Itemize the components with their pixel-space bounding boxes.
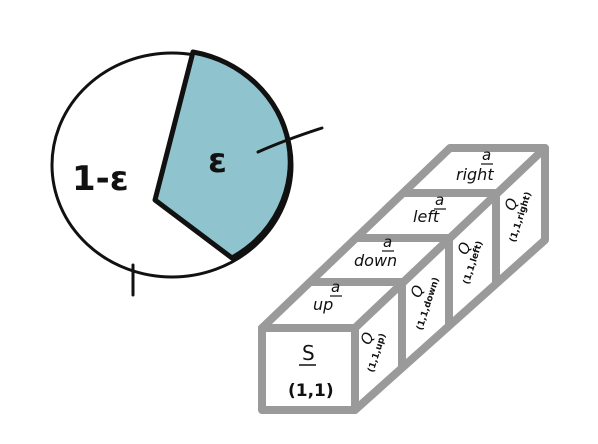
state-cube-labels: S (1,1) bbox=[288, 341, 334, 401]
state-cube-front bbox=[258, 324, 359, 414]
state-coords: (1,1) bbox=[288, 381, 334, 401]
state-label: S bbox=[302, 341, 315, 365]
action-a-down: a bbox=[383, 233, 392, 251]
epsilon-label: ε bbox=[208, 141, 227, 181]
action-a-right: a bbox=[482, 146, 491, 164]
action-a-left: a bbox=[435, 191, 444, 209]
cube-stack bbox=[258, 144, 549, 414]
epsilon-pointer-line bbox=[256, 126, 324, 154]
epsilon-pie: ε 1-ε bbox=[50, 49, 324, 297]
complement-label: 1-ε bbox=[72, 159, 129, 199]
epsilon-slice-arc bbox=[192, 50, 292, 260]
action-name-down: down bbox=[354, 251, 397, 270]
action-a-up: a bbox=[331, 278, 340, 296]
action-name-right: right bbox=[456, 165, 494, 184]
action-name-up: up bbox=[313, 295, 333, 314]
action-labels: a up a down a left a right bbox=[313, 146, 494, 314]
action-name-left: left bbox=[413, 207, 440, 226]
